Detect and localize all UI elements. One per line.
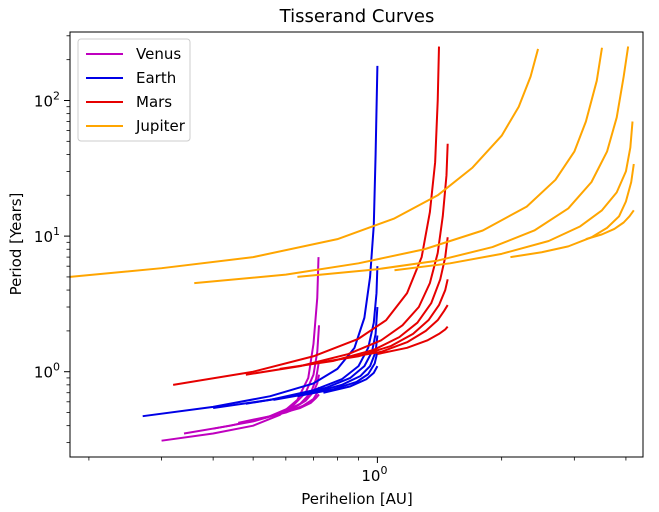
curve-earth-1 <box>142 65 379 418</box>
legend-label: Earth <box>136 69 176 87</box>
curve-jupiter-2 <box>194 47 603 285</box>
curve-mars-4 <box>313 279 449 365</box>
legend-box <box>77 38 191 142</box>
legend-item-jupiter: Jupiter <box>86 117 186 135</box>
curve-mars-2 <box>245 143 449 376</box>
curve-venus-1 <box>161 257 320 442</box>
legend-label: Mars <box>136 93 172 111</box>
curve-earth-2 <box>212 266 379 409</box>
legend-item-earth: Earth <box>86 69 176 87</box>
legend-item-venus: Venus <box>86 45 181 63</box>
curve-mars-6 <box>377 325 449 356</box>
tick-label-y-2: 102 <box>34 90 60 111</box>
legend-item-mars: Mars <box>86 93 172 111</box>
legend-label: Venus <box>136 45 181 63</box>
curve-jupiter-3 <box>297 46 630 278</box>
tick-label-y-1: 101 <box>34 225 60 246</box>
legend: Venus Earth Mars Jupiter <box>77 38 191 142</box>
series-mars <box>172 46 449 386</box>
curve-jupiter-4 <box>394 121 634 272</box>
series-layer <box>69 46 635 442</box>
curve-venus-6 <box>279 393 320 415</box>
curve-jupiter-1 <box>69 48 540 278</box>
x-axis-title: Perihelion [AU] <box>301 490 413 508</box>
series-venus <box>161 257 321 442</box>
curve-mars-1 <box>172 46 440 386</box>
tick-label-x-0: 100 <box>361 464 387 485</box>
curve-earth-6 <box>323 365 379 394</box>
ticks-layer: 100 100 101 102 <box>34 35 627 485</box>
curve-jupiter-6 <box>585 209 635 241</box>
curve-earth-5 <box>297 351 379 398</box>
y-axis-title: Period [Years] <box>7 193 25 296</box>
plot-frame <box>69 31 644 458</box>
tick-label-y-0: 100 <box>34 361 60 382</box>
series-jupiter <box>69 46 635 285</box>
curve-jupiter-5 <box>510 163 635 259</box>
curve-mars-5 <box>341 304 449 360</box>
legend-label: Jupiter <box>135 117 186 135</box>
chart-title: Tisserand Curves <box>279 6 435 27</box>
